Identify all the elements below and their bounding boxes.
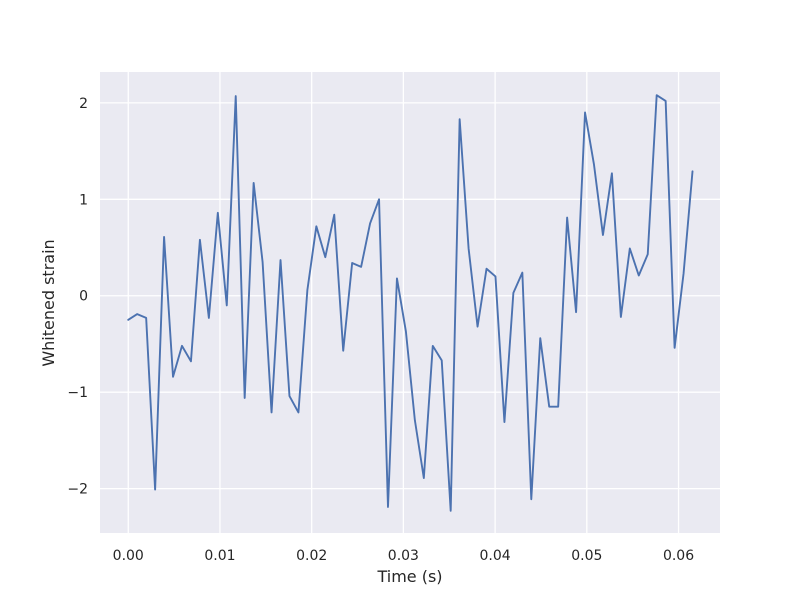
data-point (136, 313, 138, 315)
series-line (127, 94, 694, 512)
data-point (566, 217, 568, 219)
x-axis-ticks: 0.00 0.01 0.02 0.03 0.04 0.05 0.06 (113, 548, 695, 564)
data-point (163, 236, 165, 238)
data-point (575, 311, 577, 313)
data-point (602, 234, 604, 236)
data-point (512, 292, 514, 294)
data-point (262, 261, 264, 263)
data-point (226, 304, 228, 306)
y-tick-label: −2 (67, 482, 88, 498)
data-point (656, 94, 658, 96)
data-point (217, 212, 219, 214)
y-axis-label: Whitened strain (39, 239, 58, 366)
data-point (405, 330, 407, 332)
data-point (584, 112, 586, 114)
data-point (530, 498, 532, 500)
data-point (172, 376, 174, 378)
data-point (441, 359, 443, 361)
data-point (369, 222, 371, 224)
x-tick-label: 0.00 (113, 548, 144, 564)
x-tick-label: 0.03 (388, 548, 419, 564)
data-point (244, 397, 246, 399)
data-point (611, 172, 613, 174)
data-point (306, 289, 308, 291)
data-point (235, 95, 237, 97)
data-point (280, 259, 282, 261)
data-point (674, 347, 676, 349)
x-axis-label: Time (s) (376, 567, 442, 586)
data-point (360, 266, 362, 268)
data-point (521, 272, 523, 274)
data-point (593, 164, 595, 166)
x-tick-label: 0.05 (571, 548, 602, 564)
x-tick-label: 0.02 (296, 548, 327, 564)
data-point (271, 411, 273, 413)
x-tick-label: 0.06 (663, 548, 694, 564)
data-point (548, 406, 550, 408)
data-point (324, 256, 326, 258)
data-point (629, 247, 631, 249)
data-point (494, 275, 496, 277)
plot-area (100, 72, 720, 533)
x-tick-label: 0.04 (480, 548, 511, 564)
data-point (414, 419, 416, 421)
data-point (477, 326, 479, 328)
data-point (503, 421, 505, 423)
data-point (468, 247, 470, 249)
data-point (378, 198, 380, 200)
data-point (423, 477, 425, 479)
data-point (253, 182, 255, 184)
y-axis-ticks: −2 −1 0 1 2 (67, 96, 88, 498)
data-point (432, 345, 434, 347)
y-tick-label: 0 (79, 289, 88, 305)
data-point (351, 262, 353, 264)
data-point (665, 100, 667, 102)
x-tick-label: 0.01 (204, 548, 235, 564)
data-point (145, 317, 147, 319)
grid-lines (100, 72, 720, 533)
data-point (396, 277, 398, 279)
y-tick-label: 2 (79, 96, 88, 112)
data-point (288, 395, 290, 397)
data-point (620, 316, 622, 318)
data-point (297, 411, 299, 413)
y-tick-label: 1 (79, 192, 88, 208)
data-point (647, 253, 649, 255)
data-point (486, 268, 488, 270)
data-point (181, 345, 183, 347)
data-point (450, 510, 452, 512)
data-point (190, 360, 192, 362)
data-point (154, 489, 156, 491)
data-point (692, 170, 694, 172)
data-point (315, 225, 317, 227)
y-tick-label: −1 (67, 385, 88, 401)
data-point (683, 273, 685, 275)
data-point (208, 317, 210, 319)
data-point (539, 337, 541, 339)
data-point (387, 506, 389, 508)
data-point (333, 214, 335, 216)
data-point (342, 350, 344, 352)
series-layer (127, 94, 694, 512)
data-point (199, 239, 201, 241)
data-point (127, 319, 129, 321)
data-point (638, 274, 640, 276)
data-point (557, 406, 559, 408)
data-point (459, 118, 461, 120)
